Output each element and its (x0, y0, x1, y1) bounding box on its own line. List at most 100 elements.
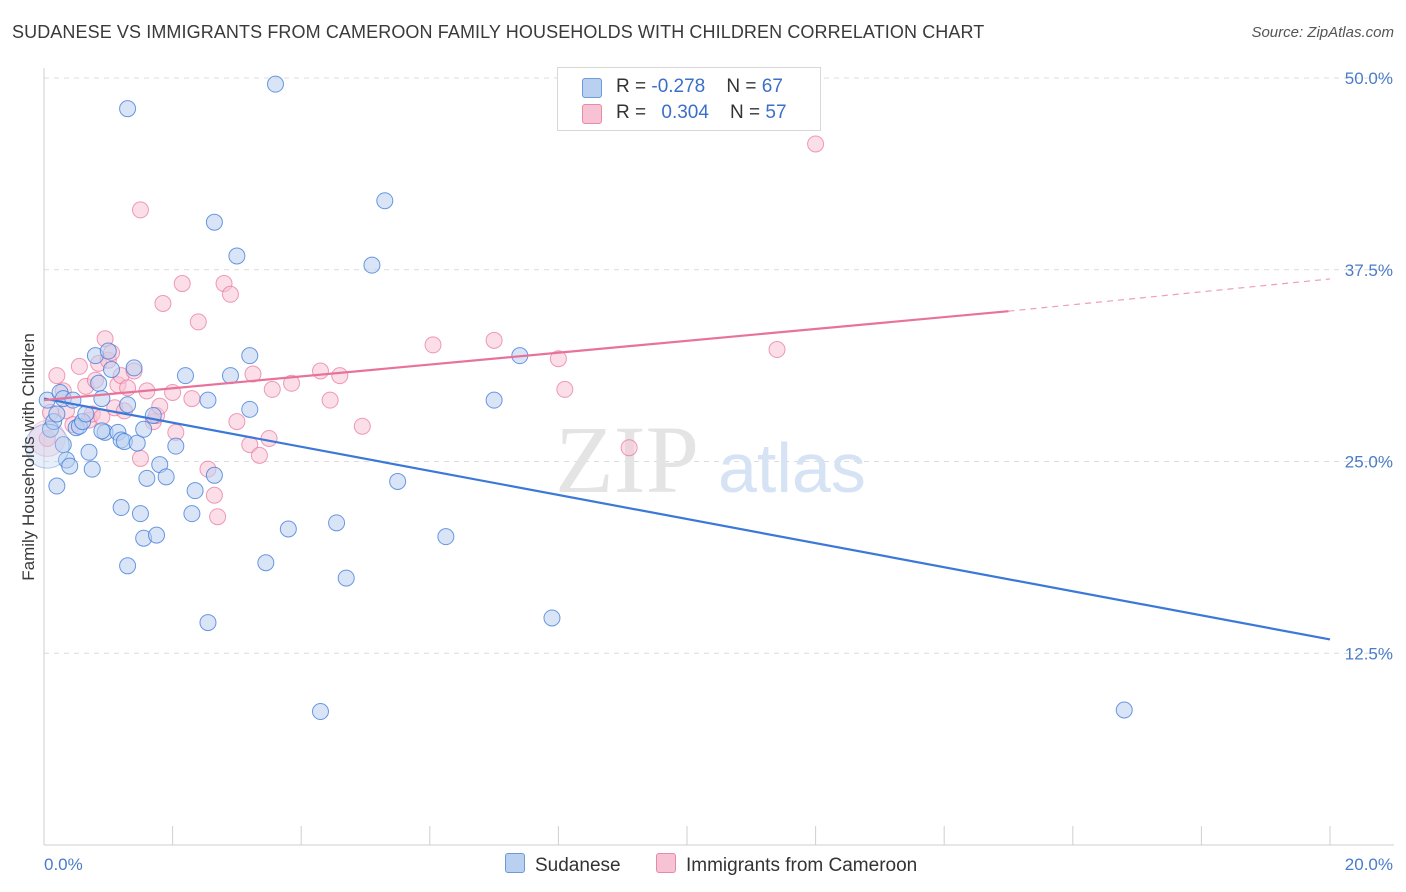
cameroon-point (807, 135, 825, 153)
sudanese-point (119, 396, 137, 414)
watermark-zip: ZIP (555, 406, 699, 513)
legend-n-label: N = (726, 76, 762, 97)
sudanese-point (199, 614, 217, 632)
y-axis-label: Family Households with Children (19, 333, 38, 581)
sudanese-point (61, 457, 79, 475)
cameroon-point (556, 380, 574, 398)
sudanese-point (221, 367, 239, 385)
x-tick-label: 0.0% (44, 855, 83, 874)
sudanese-point (257, 554, 275, 572)
sudanese-point (119, 557, 137, 575)
cameroon-trend-line (43, 310, 1009, 402)
sudanese-point-cluster (24, 423, 70, 469)
legend-r-label: R = (616, 76, 652, 97)
legend-n-label: N = (730, 102, 766, 123)
legend-swatch-cameroon (582, 104, 602, 124)
sudanese-point (90, 374, 108, 392)
sudanese-point (183, 505, 201, 523)
watermark-atlas: atlas (718, 429, 866, 507)
sudanese-point (199, 391, 217, 409)
sudanese-point (205, 213, 223, 231)
cameroon-point (283, 374, 301, 392)
cameroon-point (209, 508, 227, 526)
sudanese-point (148, 526, 166, 544)
cameroon-point (154, 294, 172, 312)
sudanese-point (543, 609, 561, 627)
grid-layer (44, 77, 1394, 654)
sudanese-point (48, 477, 66, 495)
cameroon-point (189, 313, 207, 331)
y-tick-label: 25.0% (1345, 453, 1393, 472)
cameroon-point (331, 367, 349, 385)
y-tick-label: 37.5% (1345, 261, 1393, 280)
cameroon-point (205, 486, 223, 504)
sudanese-point (167, 437, 185, 455)
sudanese-point (112, 499, 130, 517)
sudanese-point (328, 514, 346, 532)
sudanese-point (376, 192, 394, 210)
cameroon-point (311, 362, 329, 380)
sudanese-point (80, 443, 98, 461)
sudanese-trend-line (43, 397, 1331, 641)
legend-n-value-sudanese: 67 (761, 76, 783, 97)
sudanese-point (389, 472, 407, 490)
sudanese-point (437, 528, 455, 546)
sudanese-point (103, 360, 121, 378)
sudanese-point (337, 569, 355, 587)
sudanese-point (363, 256, 381, 274)
sudanese-point (228, 247, 246, 265)
correlation-legend: R = -0.278 N = 67 R = 0.304 N = 57 (557, 67, 821, 131)
cameroon-point (260, 429, 278, 447)
sudanese-point (131, 505, 149, 523)
y-tick-label: 50.0% (1345, 69, 1393, 88)
sudanese-point (138, 469, 156, 487)
cameroon-point (549, 350, 567, 368)
legend-r-value-sudanese: -0.278 (651, 76, 706, 97)
trend-layer (43, 278, 1331, 641)
cameroon-point (244, 365, 262, 383)
cameroon-point (263, 380, 281, 398)
legend-label-sudanese: Sudanese (535, 855, 621, 876)
cameroon-point (48, 367, 66, 385)
legend-swatch-cameroon (656, 853, 676, 873)
sudanese-point (119, 100, 137, 118)
sudanese-point (266, 75, 284, 93)
cameroon-point (70, 357, 88, 375)
sudanese-point (128, 434, 146, 452)
cameroon-point (768, 341, 786, 359)
sudanese-point (93, 390, 111, 408)
sudanese-point (83, 460, 101, 478)
series-cameroon-points (28, 135, 825, 526)
cameroon-point (131, 449, 149, 467)
x-tick-label: 20.0% (1345, 855, 1393, 874)
cameroon-point (424, 336, 442, 354)
legend-item-cameroon: Immigrants from Cameroon (656, 853, 917, 877)
cameroon-point (183, 390, 201, 408)
sudanese-point (241, 400, 259, 418)
sudanese-point (48, 405, 66, 423)
cameroon-point (250, 446, 268, 464)
sudanese-point (205, 466, 223, 484)
cameroon-point (173, 275, 191, 293)
sudanese-point (176, 367, 194, 385)
watermark: ZIP atlas (555, 406, 866, 513)
cameroon-point (131, 201, 149, 219)
cameroon-point (321, 391, 339, 409)
sudanese-point (186, 482, 204, 500)
sudanese-point (125, 359, 143, 377)
sudanese-point (157, 468, 175, 486)
cameroon-point (228, 413, 246, 431)
axis-layer: 12.5% 25.0% 37.5% 50.0% 0.0% 20.0% (43, 68, 1394, 874)
sudanese-point (54, 436, 72, 454)
legend-r-label: R = (616, 102, 652, 123)
sudanese-point (279, 520, 297, 538)
cameroon-trend-extension (1008, 278, 1331, 312)
cameroon-point (221, 285, 239, 303)
sudanese-point (485, 391, 503, 409)
legend-r-value-cameroon: 0.304 (661, 102, 709, 123)
cameroon-point (620, 439, 638, 457)
sudanese-point (99, 342, 117, 360)
sudanese-point (241, 347, 259, 365)
sudanese-point (1115, 701, 1133, 719)
